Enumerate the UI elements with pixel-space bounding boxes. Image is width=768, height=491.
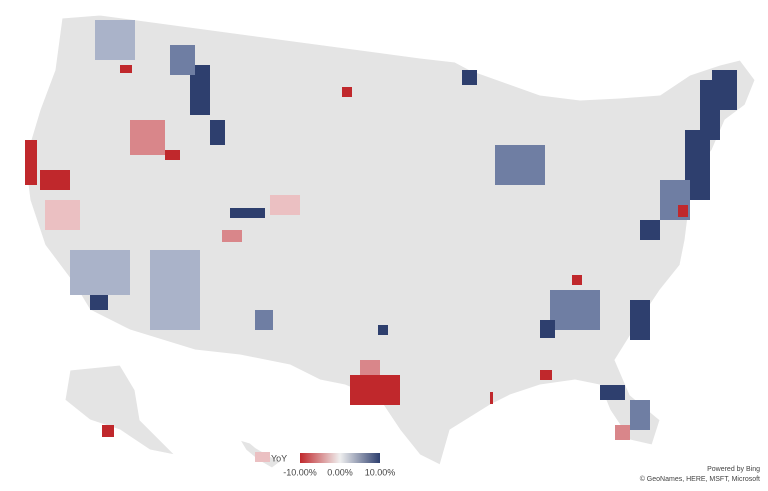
attribution-provider: Powered by Bing	[707, 466, 760, 473]
legend-tick-label: 10.00%	[365, 467, 396, 477]
legend-tick-label: -10.00%	[283, 467, 317, 477]
legend-tick-label: 0.00%	[327, 467, 353, 477]
attribution-credits: © GeoNames, HERE, MSFT, Microsoft	[640, 475, 760, 483]
county-patches	[25, 20, 737, 462]
legend-gradient	[300, 453, 380, 463]
legend-title: YoY	[271, 453, 287, 463]
